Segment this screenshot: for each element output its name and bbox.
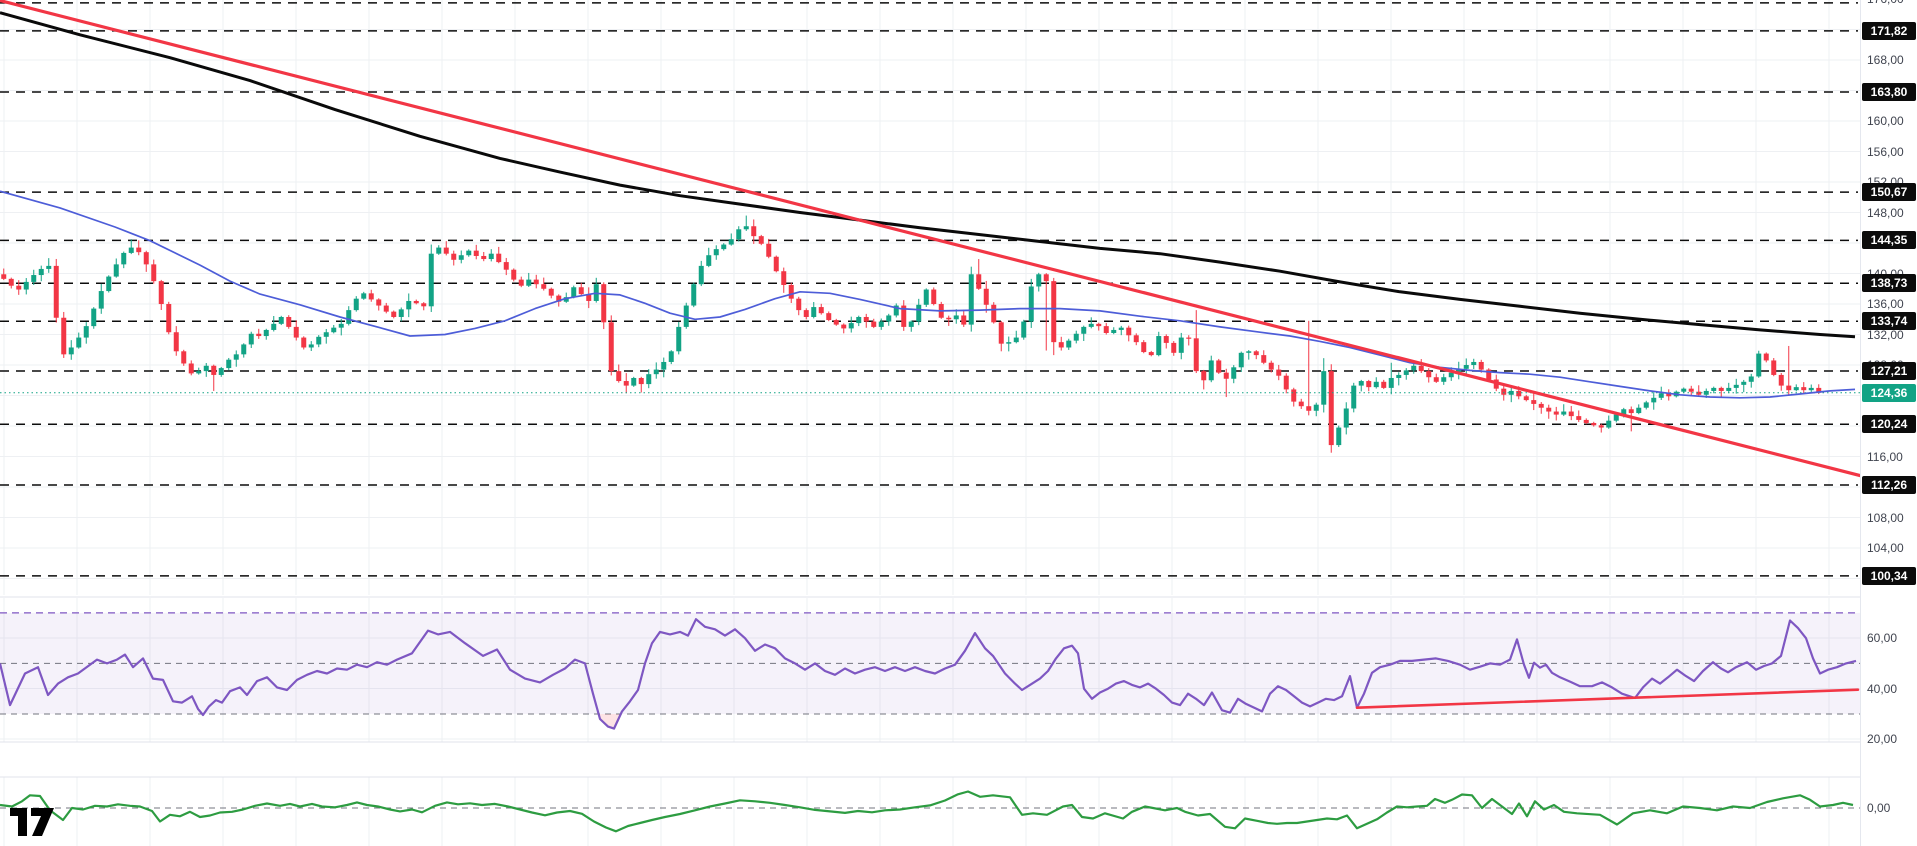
axis-label: 176,00 [1867,0,1904,6]
level-price-badge: 138,73 [1862,274,1916,293]
current-price-badge: 124,36 [1862,383,1916,402]
axis-label: 40,00 [1867,681,1898,696]
axis-label: 104,00 [1867,541,1904,556]
axis-label: 108,00 [1867,510,1904,525]
axis-label: 0,00 [1867,801,1891,816]
level-price-badge: 127,21 [1862,362,1916,381]
level-price-badge: 163,80 [1862,83,1916,102]
price-axis[interactable]: 176,00168,00160,00156,00152,00148,00140,… [1860,0,1917,846]
axis-label: 148,00 [1867,205,1904,220]
level-price-badge: 150,67 [1862,183,1916,202]
axis-label: 60,00 [1867,631,1898,646]
axis-label: 156,00 [1867,144,1904,159]
level-price-badge: 171,82 [1862,21,1916,40]
axis-label: 136,00 [1867,297,1904,312]
level-price-badge: 133,74 [1862,312,1916,331]
chart-canvas[interactable] [0,0,1860,846]
axis-label: 20,00 [1867,732,1898,747]
level-price-badge: 120,24 [1862,415,1916,434]
level-price-badge: 112,26 [1862,476,1916,495]
axis-label: 168,00 [1867,53,1904,67]
level-price-badge: 100,34 [1862,566,1916,585]
axis-label: 116,00 [1867,449,1903,464]
axis-label: 160,00 [1867,114,1904,128]
axis-label: 132,00 [1867,327,1904,342]
tradingview-logo[interactable] [8,800,56,840]
level-price-badge: 144,35 [1862,231,1916,250]
